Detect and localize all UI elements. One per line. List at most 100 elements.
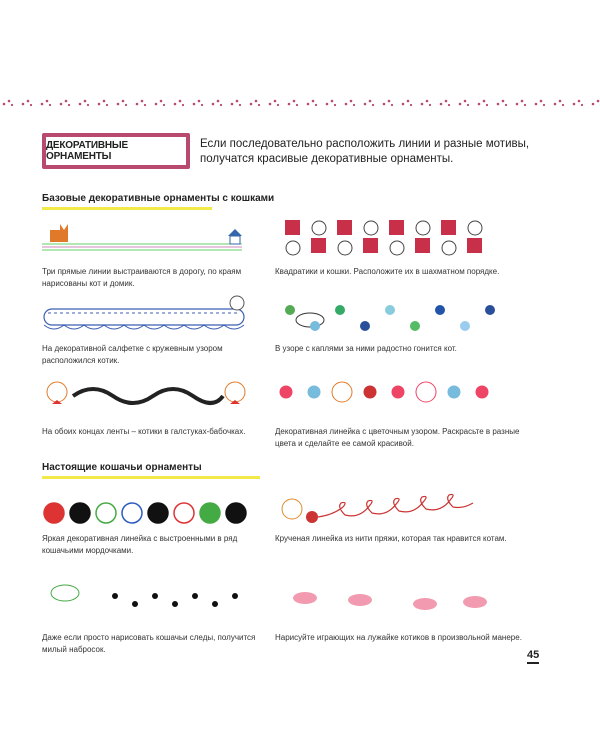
- dot: [591, 102, 595, 106]
- paw-print: [152, 593, 158, 599]
- dot: [409, 103, 413, 107]
- section2-heading: Настоящие кошачьи орнаменты: [42, 462, 202, 473]
- pink-cat: [293, 592, 317, 604]
- square: [415, 238, 430, 253]
- dot: [102, 99, 106, 103]
- dot: [254, 99, 258, 103]
- dot: [553, 102, 557, 106]
- dot: [333, 103, 337, 107]
- section1-underline: [42, 207, 212, 210]
- dot: [97, 102, 101, 106]
- caption-playing-cats: Нарисуйте играющих на лужайке котиков в …: [275, 633, 522, 642]
- dot: [496, 102, 500, 106]
- cat-face: [69, 502, 91, 524]
- flower: [391, 385, 405, 399]
- caption-yarn: Крученая линейка из нити пряжи, которая …: [275, 534, 507, 543]
- dot: [330, 99, 334, 103]
- dot: [7, 99, 11, 103]
- dot: [314, 103, 318, 107]
- yarn-thread-illustration: [281, 493, 474, 523]
- paw-prints-illustration: [50, 584, 238, 607]
- squares-cats-illustration: [285, 220, 483, 256]
- drop: [360, 321, 370, 331]
- dot: [387, 99, 391, 103]
- dot: [21, 102, 25, 106]
- flower: [415, 381, 437, 403]
- dot: [363, 102, 367, 106]
- dot: [501, 99, 505, 103]
- dot: [200, 103, 204, 107]
- dot: [371, 103, 375, 107]
- caption-paws: Даже если просто нарисовать кошачьи след…: [42, 633, 256, 654]
- dot: [401, 102, 405, 106]
- drops-cat-illustration: [285, 305, 495, 331]
- dot: [311, 99, 315, 103]
- dot: [40, 102, 44, 106]
- caption-flowers: Декоративная линейка с цветочным узором.…: [275, 427, 520, 448]
- dotted-border: [2, 99, 600, 107]
- dot: [558, 99, 562, 103]
- square: [285, 220, 300, 235]
- dot: [425, 99, 429, 103]
- dot: [463, 99, 467, 103]
- cat-face: [285, 240, 301, 256]
- dot: [390, 103, 394, 107]
- cat-face: [95, 502, 117, 524]
- dot: [45, 99, 49, 103]
- dot: [124, 103, 128, 107]
- pink-cat: [413, 598, 437, 610]
- cat-face: [467, 220, 483, 236]
- section1-heading: Базовые декоративные орнаменты с кошками: [42, 193, 275, 204]
- cat-face: [337, 240, 353, 256]
- dot: [249, 102, 253, 106]
- dot: [219, 103, 223, 107]
- dot: [121, 99, 125, 103]
- dot: [482, 99, 486, 103]
- dot: [59, 102, 63, 106]
- dot: [235, 99, 239, 103]
- paw-print: [132, 601, 138, 607]
- dot: [420, 102, 424, 106]
- paw-print: [112, 593, 118, 599]
- dot: [406, 99, 410, 103]
- dot: [542, 103, 546, 107]
- flower: [331, 381, 353, 403]
- section-title-box: ДЕКОРАТИВНЫЕ ОРНАМЕНТЫ: [42, 133, 190, 169]
- dot: [135, 102, 139, 106]
- section2-underline: [42, 476, 260, 479]
- dot: [64, 99, 68, 103]
- dot: [572, 102, 576, 106]
- dot: [159, 99, 163, 103]
- cat-faces-illustration: [43, 502, 247, 524]
- drop: [335, 305, 345, 315]
- paw-print: [172, 601, 178, 607]
- caption-drops: В узоре с каплями за ними радостно гонит…: [275, 344, 457, 353]
- drop: [485, 305, 495, 315]
- dot: [140, 99, 144, 103]
- flower: [279, 385, 293, 399]
- dot: [349, 99, 353, 103]
- cat-face: [121, 502, 143, 524]
- cat-face: [225, 502, 247, 524]
- dot: [78, 102, 82, 106]
- dot: [83, 99, 87, 103]
- dot: [577, 99, 581, 103]
- cat-face: [363, 220, 379, 236]
- dot: [466, 103, 470, 107]
- dot: [26, 99, 30, 103]
- pink-cat: [348, 594, 372, 606]
- pink-cat: [463, 596, 487, 608]
- dot: [143, 103, 147, 107]
- dot: [116, 102, 120, 106]
- cat-face: [311, 220, 327, 236]
- cat-face: [441, 240, 457, 256]
- square: [337, 220, 352, 235]
- cat-face: [147, 502, 169, 524]
- paw-print: [232, 593, 238, 599]
- dot: [292, 99, 296, 103]
- dot: [238, 103, 242, 107]
- square: [441, 220, 456, 235]
- flower-pattern-illustration: [279, 381, 489, 403]
- dot: [29, 103, 33, 107]
